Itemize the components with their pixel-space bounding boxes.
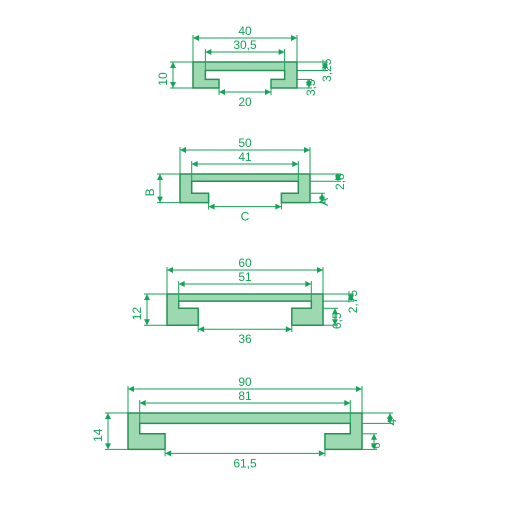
svg-text:51: 51 <box>238 270 252 284</box>
svg-text:C: C <box>241 210 250 224</box>
svg-text:2,8: 2,8 <box>333 173 347 190</box>
svg-text:14: 14 <box>91 428 105 442</box>
svg-text:4: 4 <box>385 419 399 426</box>
svg-text:3,25: 3,25 <box>320 58 334 82</box>
rail-profile <box>193 62 297 88</box>
svg-text:60: 60 <box>238 256 252 270</box>
svg-text:50: 50 <box>238 136 252 150</box>
svg-text:10: 10 <box>156 72 170 86</box>
svg-text:90: 90 <box>238 375 252 389</box>
svg-text:12: 12 <box>130 307 144 321</box>
svg-text:81: 81 <box>238 389 252 403</box>
rail-profile <box>180 174 310 203</box>
svg-text:36: 36 <box>238 332 252 346</box>
svg-text:2,75: 2,75 <box>346 290 360 314</box>
rail-profile <box>167 294 323 325</box>
svg-text:3,3: 3,3 <box>304 79 318 96</box>
technical-drawing: 4030,520103,253,35041CB2,8A605136122,756… <box>0 0 512 512</box>
svg-text:6,5: 6,5 <box>330 312 344 329</box>
svg-text:B: B <box>143 188 157 196</box>
svg-text:30,5: 30,5 <box>233 38 257 52</box>
svg-text:20: 20 <box>238 95 252 109</box>
svg-text:61,5: 61,5 <box>233 456 257 470</box>
rail-profile <box>128 413 362 449</box>
svg-text:A: A <box>317 198 331 206</box>
svg-text:40: 40 <box>238 24 252 38</box>
svg-text:6: 6 <box>369 442 383 449</box>
svg-text:41: 41 <box>238 150 252 164</box>
